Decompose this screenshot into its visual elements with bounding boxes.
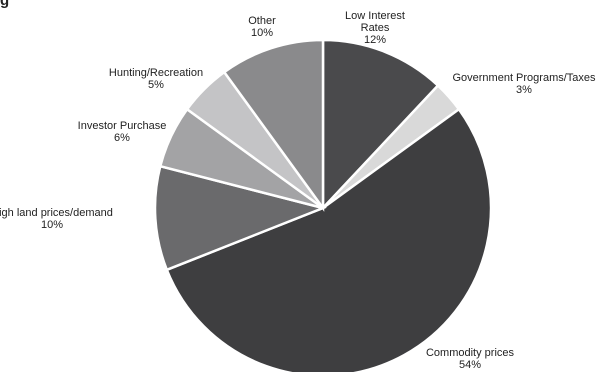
pie-slices: [153, 38, 493, 372]
slice-label-6: Other 10%: [248, 15, 276, 39]
slice-label-4: Investor Purchase 6%: [78, 120, 167, 144]
pie-slice-2: [165, 107, 493, 372]
slice-label-2: Commodity prices 54%: [426, 347, 515, 371]
pie-labels: Low Interest Rates 12% Government Programs/…: [0, 10, 596, 371]
slice-label-5: Hunting/Recreation 5%: [109, 67, 203, 91]
slice-label-3: High land prices/demand 10%: [0, 207, 113, 231]
pie-slice-0: [321, 38, 440, 212]
pie-slice-3: [153, 164, 328, 272]
pie-slice-6: [222, 38, 325, 212]
header-fragment: g: [0, 0, 9, 9]
slice-label-1: Government Programs/Taxes 3%: [452, 72, 596, 96]
slice-label-0: Low Interest Rates 12%: [345, 10, 405, 46]
